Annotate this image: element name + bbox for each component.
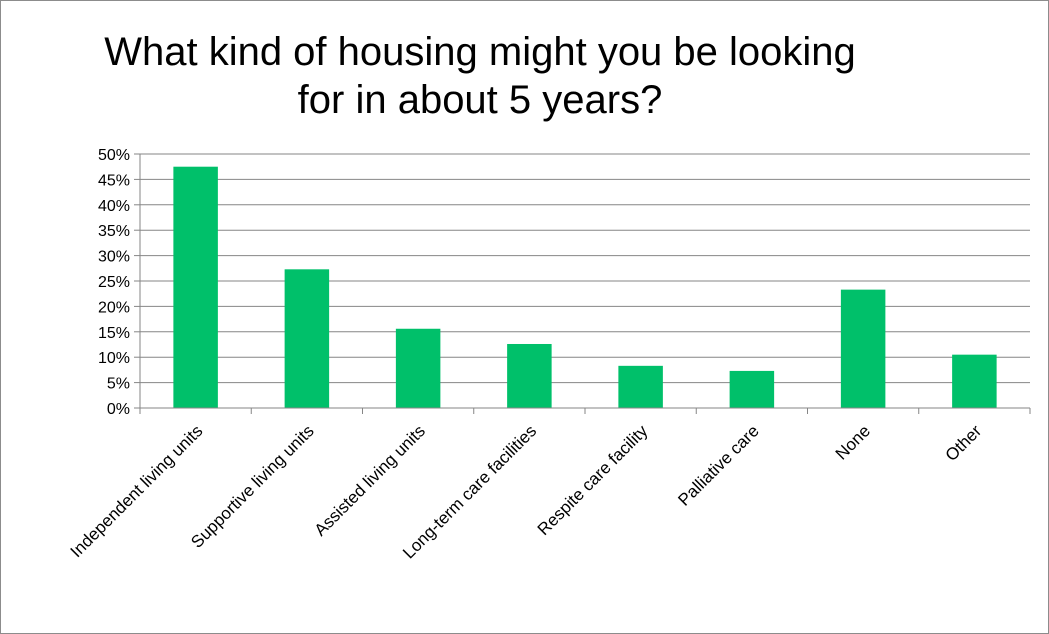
y-tick-label: 40%: [98, 198, 130, 215]
bar-7: [952, 354, 997, 408]
bar-0: [173, 166, 218, 408]
y-tick-label: 10%: [98, 350, 130, 367]
bar-3: [507, 343, 552, 408]
bar-1: [284, 269, 330, 408]
x-tick-label: Palliative care: [674, 421, 762, 509]
x-tick-label: Supportive living units: [187, 421, 317, 551]
y-tick-label: 5%: [107, 376, 130, 393]
bar-5: [729, 370, 775, 408]
bar-6: [840, 289, 886, 408]
y-tick-labels: 0% 5% 10% 15% 20% 25% 30% 35% 40% 45% 50%: [98, 147, 130, 418]
y-tick-label: 15%: [98, 325, 130, 342]
y-tick-label: 20%: [98, 299, 130, 316]
y-tick-label: 25%: [98, 274, 130, 291]
y-tick-label: 30%: [98, 249, 130, 266]
x-tick-label: Other: [942, 421, 986, 465]
x-tick-label: Assisted living units: [311, 421, 429, 539]
x-tick-label: Independent living units: [67, 421, 207, 561]
bar-2: [395, 328, 441, 408]
y-tick-label: 50%: [98, 147, 130, 164]
chart-title: What kind of housing might you be lookin…: [104, 30, 856, 122]
x-tick-label: Respite care facility: [534, 421, 652, 539]
bars: [173, 166, 997, 408]
gridlines: [140, 153, 1030, 384]
x-tick-label: None: [832, 421, 874, 463]
y-tick-label: 0%: [107, 401, 130, 418]
axes: [134, 153, 1031, 414]
y-tick-label: 45%: [98, 172, 130, 189]
y-tick-label: 35%: [98, 223, 130, 240]
bar-4: [618, 365, 663, 408]
